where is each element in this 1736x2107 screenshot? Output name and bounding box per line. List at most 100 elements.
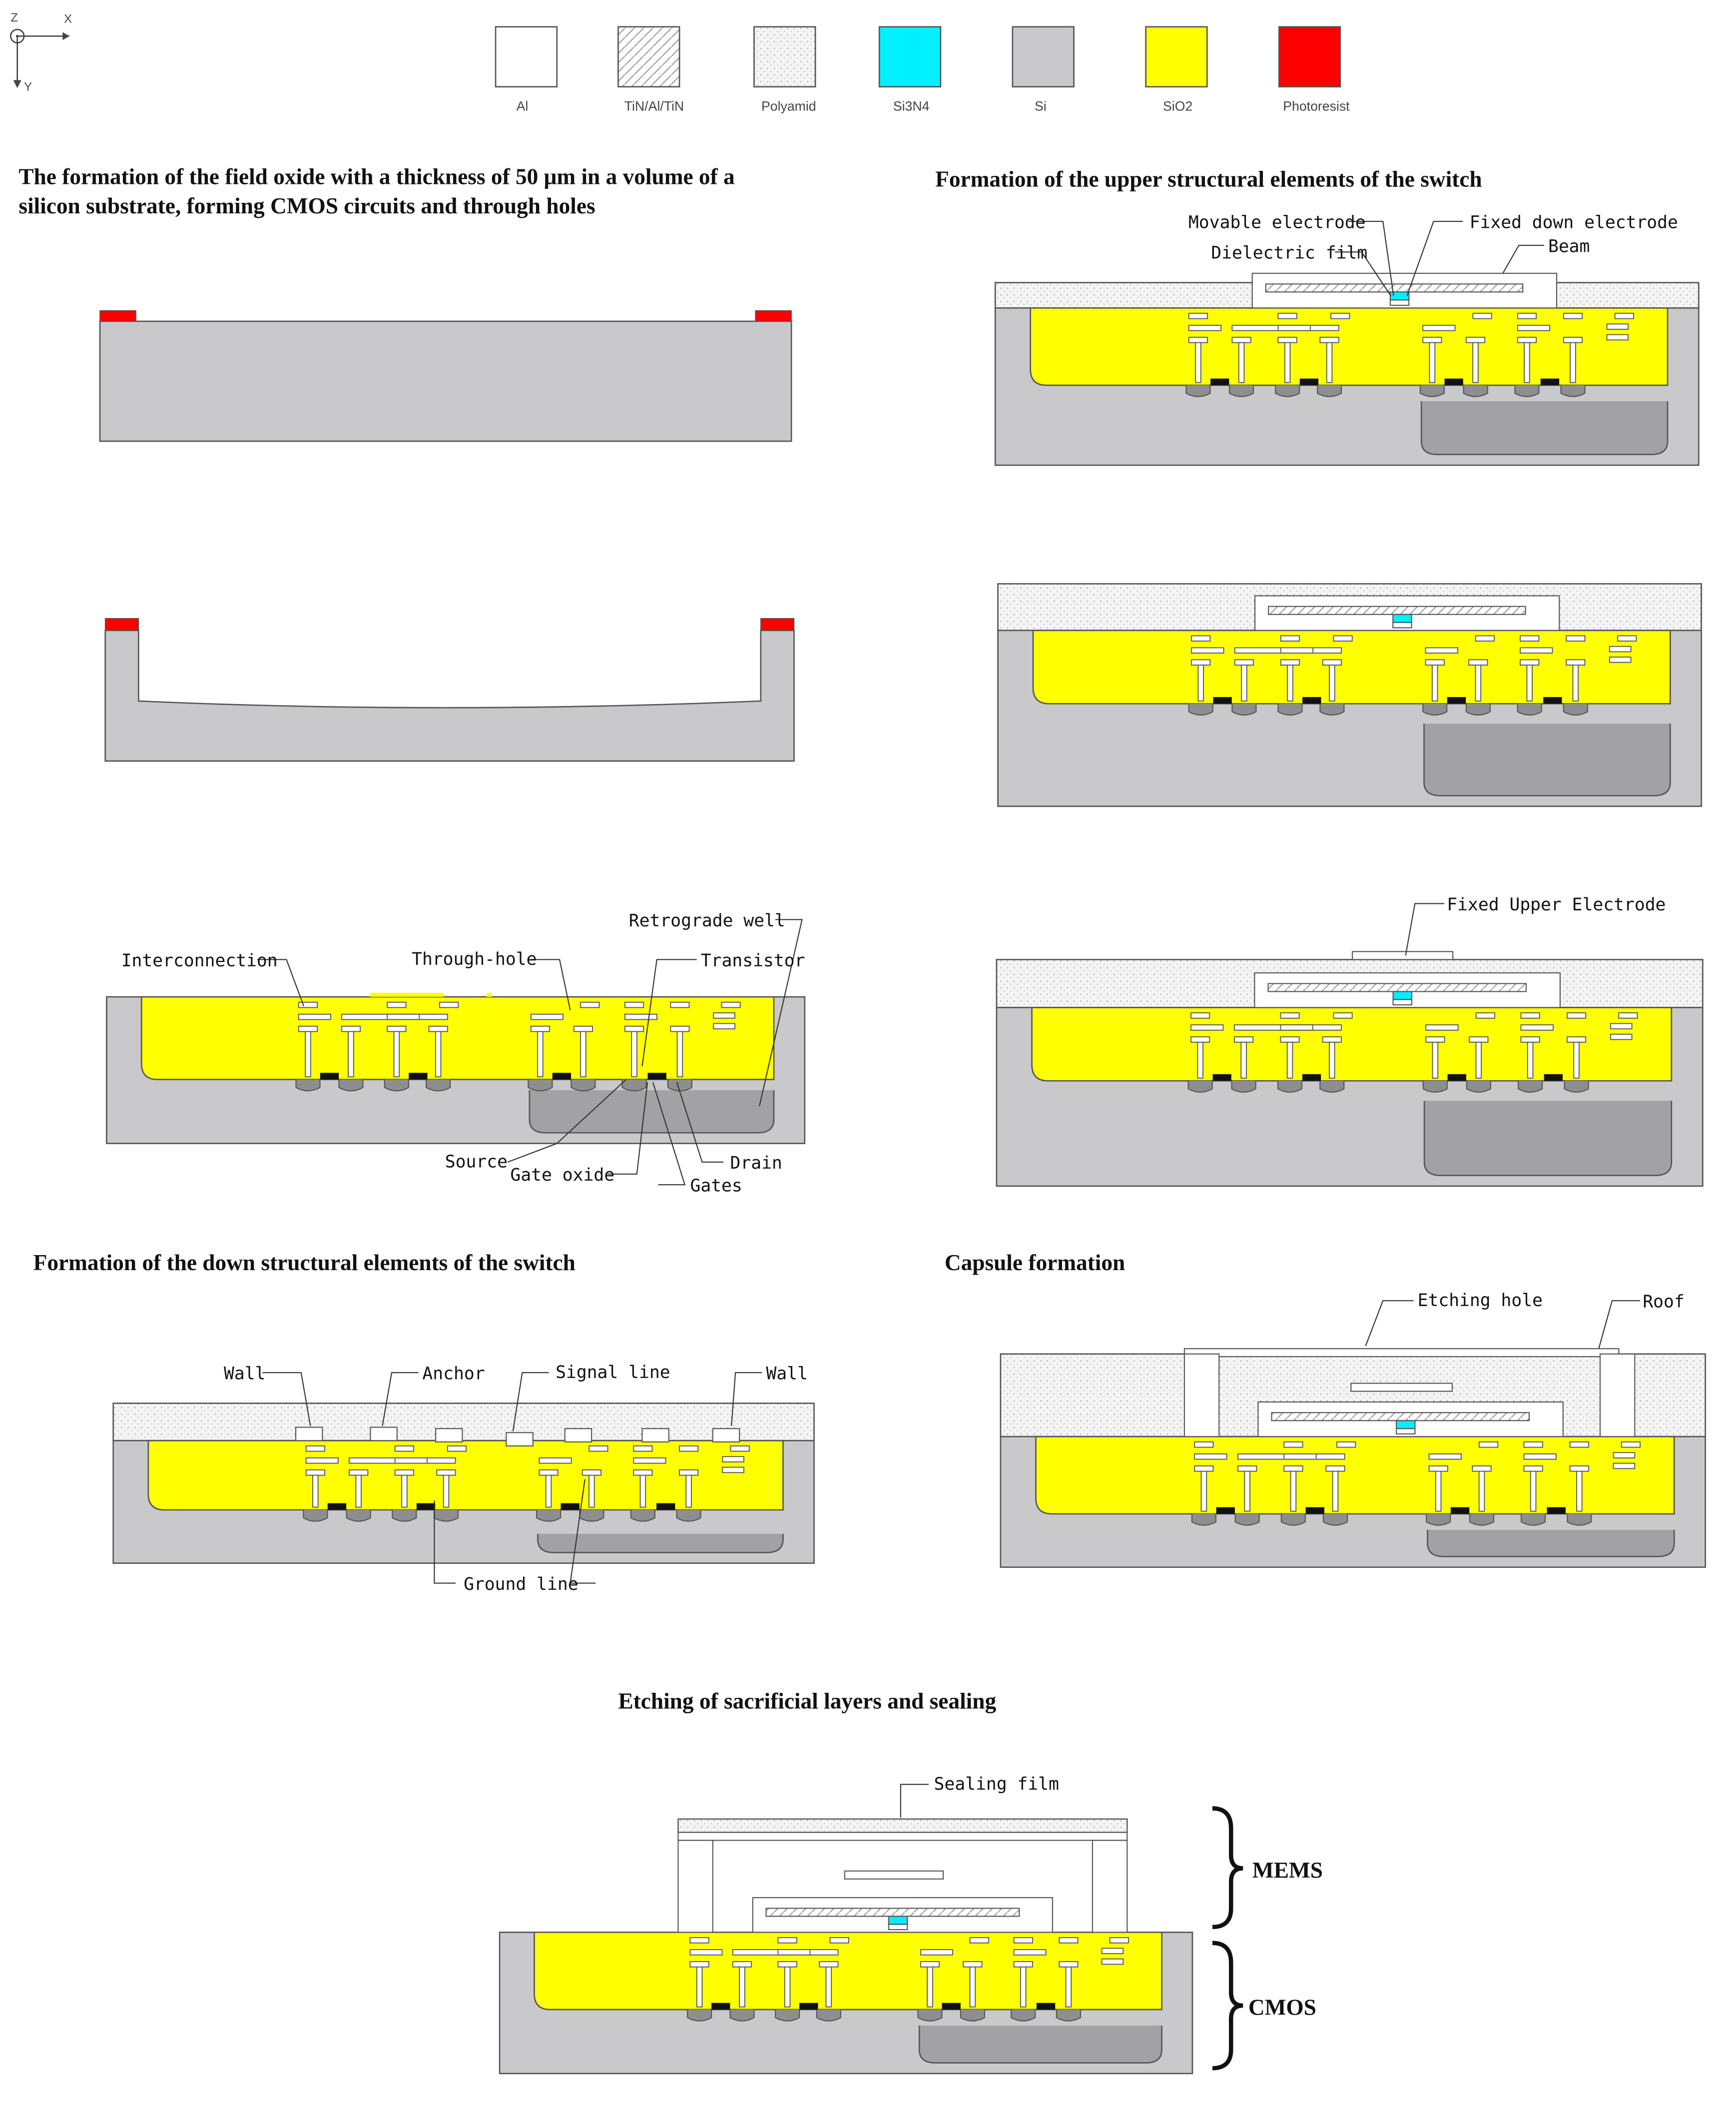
diffusion-region: [1560, 385, 1586, 397]
fixed-down-electrode: [1389, 299, 1410, 306]
metal-1: [1059, 1961, 1079, 1968]
label-roof: Roof: [1643, 1292, 1684, 1312]
metal-1: [819, 1961, 839, 1968]
beam: [1271, 1412, 1530, 1421]
metal-1: [573, 1025, 593, 1032]
gate-oxide: [1450, 1507, 1470, 1514]
metal-2: [530, 1013, 564, 1020]
metal-3: [1188, 313, 1208, 319]
axis-z-label: Z: [10, 11, 18, 24]
label-source: Source: [445, 1152, 508, 1172]
retrograde-well: [529, 1090, 775, 1134]
gate-oxide: [320, 1073, 339, 1080]
al-pad: [295, 1426, 323, 1441]
metal-1: [624, 1025, 644, 1032]
label-sealing-film: Sealing film: [934, 1774, 1059, 1794]
metal-3: [689, 1937, 709, 1944]
legend-swatch-pr: [1278, 26, 1341, 87]
contact-via: [1329, 665, 1335, 702]
legend-label-si: Si: [1035, 99, 1047, 114]
fixed-down-electrode: [1396, 1428, 1416, 1434]
diffusion-region: [1518, 1081, 1543, 1093]
metal-3: [1478, 1441, 1499, 1448]
contact-via: [1524, 342, 1530, 383]
metal-2: [920, 1949, 953, 1956]
si-etched-substrate: [104, 630, 795, 762]
metal-3: [1101, 1948, 1124, 1954]
diffusion-region: [1234, 1513, 1260, 1526]
label-through-hole: Through-hole: [412, 949, 537, 969]
callout-texts: Interconnection Through-hole Retrograde …: [121, 212, 1685, 1794]
contact-via: [1195, 342, 1201, 383]
gate-oxide: [409, 1073, 428, 1080]
label-gates: Gates: [690, 1176, 742, 1196]
diffusion-region: [1187, 1081, 1213, 1093]
gate-oxide: [656, 1503, 675, 1510]
metal-2: [1520, 647, 1553, 654]
metal-2: [1280, 647, 1314, 654]
contact-via: [1290, 1470, 1297, 1512]
metal-1: [1283, 1465, 1303, 1472]
metal-3: [633, 1445, 653, 1452]
axis-y-label: Y: [24, 80, 32, 94]
retrograde-well: [1423, 1101, 1673, 1176]
label-interconnection: Interconnection: [121, 951, 278, 971]
diffusion-region: [1319, 1081, 1345, 1093]
label-wall-right: Wall: [766, 1364, 807, 1384]
diffusion-region: [433, 1509, 459, 1522]
metal-2: [1523, 1453, 1557, 1460]
axis-indicator: Z X Y: [10, 11, 72, 94]
metal-3: [1613, 1452, 1636, 1458]
al-pad: [564, 1428, 592, 1442]
metal-3: [1330, 313, 1350, 319]
metal-3: [829, 1937, 849, 1944]
contact-via: [1332, 1470, 1339, 1512]
metal-2: [1277, 325, 1311, 331]
step-5-upper-elements-a: [994, 272, 1700, 466]
contact-via: [927, 1966, 933, 2008]
metal-1: [394, 1469, 414, 1476]
contact-via: [1020, 1966, 1027, 2008]
gate-oxide: [1299, 378, 1319, 386]
contact-via: [676, 1031, 683, 1078]
diffusion-region: [1277, 1081, 1303, 1093]
step-3-cmos-with-through-holes: [106, 993, 806, 1144]
metal-1: [1013, 1961, 1033, 1968]
gate-oxide: [1036, 2003, 1056, 2010]
diffusion-region: [775, 2010, 800, 2022]
metal-3: [1517, 313, 1537, 319]
material-legend: Al TiN/Al/TiN Polyamid Si3N4 Si SiO2 Photoresi…: [495, 26, 1350, 114]
heading-etching-sealing: Etching of sacrificial layers and sealin…: [618, 1688, 996, 1713]
metal-3: [580, 1001, 600, 1008]
contact-via: [1284, 342, 1291, 383]
oxide-top: [486, 993, 492, 997]
contact-via: [588, 1474, 595, 1508]
diffusion-region: [1465, 703, 1491, 716]
contact-via: [825, 1966, 832, 2008]
step-9-etching-and-sealing: [499, 1818, 1193, 2075]
diffusion-region: [1517, 703, 1542, 716]
metal-1: [581, 1469, 601, 1476]
metal-3: [1618, 1012, 1638, 1019]
metal-3: [1333, 635, 1353, 642]
label-ground-line: Ground line: [464, 1574, 579, 1594]
diffusion-region: [426, 1079, 451, 1092]
diffusion-region: [1011, 2010, 1036, 2022]
step-6-upper-elements-b: [997, 583, 1702, 807]
metal-1: [1422, 337, 1442, 343]
contact-via: [1241, 665, 1247, 702]
contact-via: [1432, 1041, 1439, 1079]
diffusion-region: [392, 1509, 417, 1522]
fixed-upper-electrode: [844, 1870, 944, 1880]
legend-label-poly: Polyamid: [761, 99, 816, 114]
metal-1: [689, 1961, 709, 1968]
label-mems: MEMS: [1252, 1858, 1323, 1883]
metal-3: [1621, 1441, 1641, 1448]
legend-swatch-al: [495, 26, 558, 87]
contact-via: [1576, 1470, 1583, 1512]
beam: [1265, 283, 1524, 293]
diffusion-region: [1422, 703, 1448, 716]
step-4-down-structural-elements: [112, 1403, 815, 1564]
diffusion-region: [1564, 1081, 1589, 1093]
metal-3: [1059, 1937, 1079, 1944]
